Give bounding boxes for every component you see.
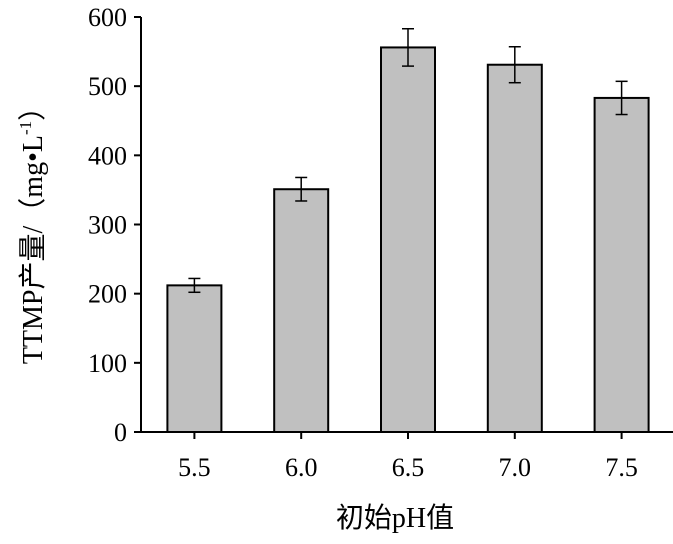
x-tick-label: 5.5 <box>178 453 211 482</box>
y-axis-title: TTMP产量/（mg•L-1） <box>16 93 49 364</box>
y-tick-label: 300 <box>88 211 127 240</box>
error-bar-6.0 <box>295 176 308 202</box>
x-tick-label: 6.0 <box>285 453 318 482</box>
x-tick-label: 6.5 <box>392 453 425 482</box>
y-axis-title-superscript: -1 <box>16 121 35 135</box>
x-tick-label: 7.0 <box>499 453 532 482</box>
y-tick-label: 500 <box>88 72 127 101</box>
x-axis-title: 初始pH值 <box>336 502 454 534</box>
x-axis-ticks: 5.5 6.0 6.5 7.0 7.5 <box>178 432 638 482</box>
y-tick-label: 0 <box>114 418 127 447</box>
error-bar-7.0 <box>508 45 521 84</box>
bar-6.0 <box>273 188 330 433</box>
bar-7.5 <box>593 96 650 434</box>
y-tick-label: 600 <box>88 3 127 32</box>
bar-6.5 <box>380 46 436 434</box>
bars <box>166 28 650 434</box>
bar-5.5 <box>166 284 223 433</box>
y-tick-label: 100 <box>88 349 127 378</box>
error-bar-6.5 <box>402 28 414 67</box>
y-axis-ticks: 0 100 200 300 400 500 600 <box>88 3 141 447</box>
error-bar-7.5 <box>615 80 628 116</box>
y-tick-label: 400 <box>88 141 127 170</box>
y-tick-label: 200 <box>88 280 127 309</box>
error-bar-5.5 <box>188 277 201 294</box>
x-tick-label: 7.5 <box>605 453 638 482</box>
y-axis-title-main: TTMP产量/（mg•L <box>17 135 49 364</box>
y-axis-title-tail: ） <box>17 93 49 121</box>
bar-7.0 <box>486 63 543 433</box>
